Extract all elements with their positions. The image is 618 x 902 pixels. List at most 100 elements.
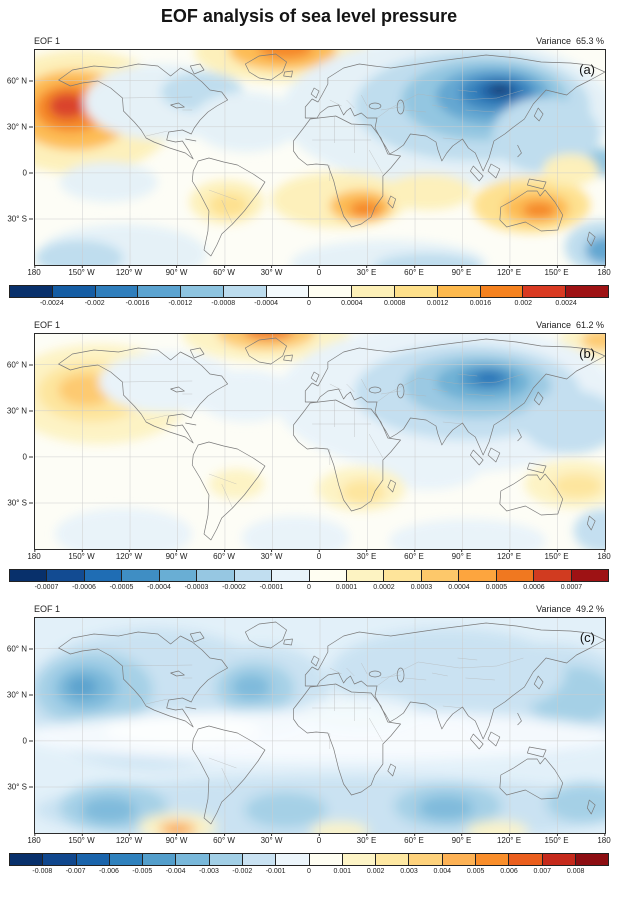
lat-axis-c: 60° N 30° N 0 30° S [1,618,35,833]
lat-tick-label: 30° S [7,214,33,224]
colorbar-segment [10,286,53,297]
colorbar-tick-label: 0.0007 [560,584,583,591]
lon-tick-label: 60° E [404,265,424,277]
colorbar-tick-label: 0.003 [400,868,418,875]
lon-tick-label: 30° W [260,833,283,845]
lat-tick-label: 60° N [6,360,34,370]
lon-tick-label: 90° W [165,549,188,561]
colorbar-tick-label: 0.006 [500,868,518,875]
colorbar-segment [309,286,353,297]
colorbar-segment [346,570,385,581]
colorbar-tick-label: 0.007 [533,868,552,875]
panel-a: EOF 1 Variance 65.3 % [0,36,611,311]
colorbar-b: -0.0007 -0.0006 -0.0005 -0.0004 -0.0003 -0.00… [9,569,609,595]
colorbar-tick-label: -0.002 [84,300,105,307]
colorbar-segment [409,854,443,865]
colorbar-tick-label: 0.0001 [335,584,358,591]
world-map-b-svg [35,334,605,549]
lon-tick-label: 180 [597,833,611,845]
colorbar-tick-label: -0.0001 [259,584,284,591]
lon-tick-label: 90° W [165,265,188,277]
lon-tick-label: 180 [597,549,611,561]
colorbar-tick-label: 0.0002 [373,584,395,591]
colorbar-segment [571,570,608,581]
colorbar-tick-label: 0.0006 [523,584,545,591]
colorbar-tick-label: 0.0016 [469,300,492,307]
colorbar-segment [209,854,243,865]
colorbar-segment [575,854,609,865]
colorbar-segment [10,854,44,865]
lat-tick-label: 0 [22,736,35,746]
eof-label: EOF 1 [34,36,61,46]
lon-tick-label: 180 [27,265,41,277]
colorbar-segment [276,854,310,865]
colorbar-segment [384,570,422,581]
lat-tick-label: 30° N [6,122,34,132]
lon-tick-label: 60° E [404,833,424,845]
lon-tick-label: 150° W [68,549,95,561]
colorbar-segment [234,570,273,581]
eof-label: EOF 1 [34,320,61,330]
lon-tick-label: 180 [597,265,611,277]
colorbar-segment [138,286,182,297]
map-panel-b: (b) 60° N 30° N 0 30° S [7,333,606,550]
lon-tick-label: 30° E [356,265,377,277]
colorbar-tick-label: -0.002 [232,868,253,875]
colorbar-segment [523,286,567,297]
colorbar-segment [421,570,460,581]
colorbar-segment [475,854,510,865]
lon-tick-label: 60° W [213,265,235,277]
colorbar-segment [309,854,343,865]
colorbar-segment [10,570,48,581]
colorbar-tick-label: -0.001 [265,868,286,875]
colorbar-tick-label: 0.0024 [555,300,577,307]
colorbar-segment [95,286,139,297]
lon-tick-label: 0 [316,833,322,845]
lat-tick-label: 30° N [6,690,34,700]
colorbar-c-segments [9,853,609,866]
colorbar-tick-label: -0.0005 [109,584,134,591]
lon-tick-label: 30° E [356,549,377,561]
lon-tick-label: 0 [316,265,322,277]
lon-tick-label: 180 [27,833,41,845]
colorbar-segment [76,854,110,865]
lon-tick-label: 150° W [68,833,95,845]
colorbar-tick-label: 0 [307,300,311,307]
colorbar-tick-label: 0 [307,584,311,591]
colorbar-segment [480,286,524,297]
colorbar-segment [52,286,96,297]
colorbar-tick-label: 0 [307,868,311,875]
colorbar-tick-label: -0.0008 [211,300,236,307]
colorbar-b-labels: -0.0007 -0.0006 -0.0005 -0.0004 -0.0003 -0.00… [35,584,583,594]
colorbar-segment [496,570,535,581]
colorbar-segment [176,854,210,865]
colorbar-tick-label: -0.0016 [125,300,150,307]
colorbar-tick-label: 0.002 [366,868,385,875]
colorbar-segment [442,854,476,865]
colorbar-c: -0.008 -0.007 -0.006 -0.005 -0.004 -0.003 -0.0… [9,853,609,879]
variance-label: Variance 65.3 % [536,36,604,46]
lon-axis-a: 180 150° W 120° W 90° W 60° W 30° W 0 30° E 60° … [27,265,611,278]
eof-label: EOF 1 [34,604,61,614]
world-map-c-svg [35,618,605,833]
figure-title: EOF analysis of sea level pressure [160,6,458,26]
lat-tick-label: 0 [22,452,35,462]
lon-axis-c: 180 150° W 120° W 90° W 60° W 30° W 0 30° E 60° … [27,833,611,846]
colorbar-tick-label: -0.0004 [254,300,278,307]
colorbar-tick-label: -0.007 [65,868,86,875]
lon-tick-label: 150° E [544,833,569,845]
lon-tick-label: 30° W [260,265,283,277]
variance-label: Variance 49.2 % [536,604,604,614]
lat-tick-label: 60° N [6,644,34,654]
colorbar-segment [352,286,396,297]
colorbar-segment [272,570,310,581]
colorbar-tick-label: 0.0008 [383,300,406,307]
colorbar-segment [309,570,347,581]
colorbar-segment [197,570,235,581]
lon-axis-b: 180 150° W 120° W 90° W 60° W 30° W 0 30° E 60° … [27,549,611,562]
panel-c: EOF 1 Variance 49.2 % [0,604,611,879]
colorbar-segment [459,570,497,581]
colorbar-tick-label: 0.001 [333,868,352,875]
panel-a-header: EOF 1 Variance 65.3 % [34,36,604,47]
